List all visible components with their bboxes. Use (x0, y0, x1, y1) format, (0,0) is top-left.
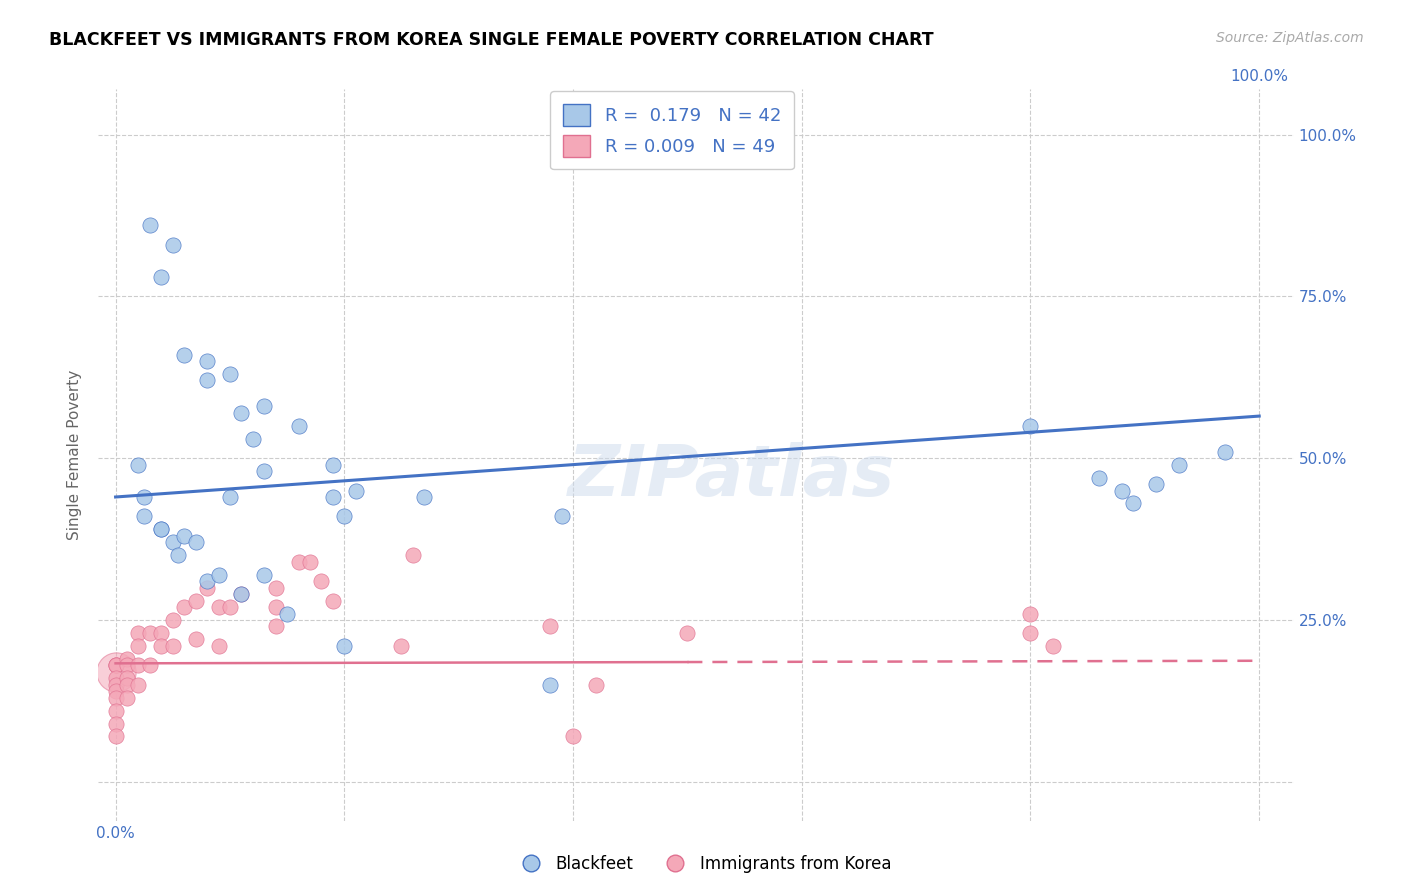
Point (104, 716, 127, 731)
Point (219, 367, 242, 381)
Point (287, 418, 309, 433)
Point (195, 374, 218, 388)
Point (115, 678, 138, 692)
Legend: R =  0.179   N = 42, R = 0.009   N = 49: R = 0.179 N = 42, R = 0.009 N = 49 (551, 91, 793, 169)
Point (253, 567, 276, 582)
Point (139, 218, 162, 232)
Point (162, 639, 184, 653)
Point (1122, 496, 1144, 510)
Y-axis label: Single Female Poverty: Single Female Poverty (67, 370, 83, 540)
Point (184, 593, 207, 607)
Point (207, 600, 229, 615)
Point (104, 730, 127, 744)
Point (127, 639, 149, 653)
Point (139, 626, 162, 640)
Point (134, 490, 156, 504)
Point (150, 522, 173, 536)
Point (253, 464, 276, 478)
Legend: Blackfeet, Immigrants from Korea: Blackfeet, Immigrants from Korea (508, 848, 898, 880)
Point (195, 354, 218, 368)
Point (150, 639, 173, 653)
Point (402, 548, 425, 562)
Point (104, 658, 127, 673)
Point (104, 704, 127, 718)
Text: BLACKFEET VS IMMIGRANTS FROM KOREA SINGLE FEMALE POVERTY CORRELATION CHART: BLACKFEET VS IMMIGRANTS FROM KOREA SINGL… (49, 31, 934, 49)
Point (562, 730, 585, 744)
Point (162, 237, 184, 252)
Point (150, 522, 173, 536)
Point (184, 535, 207, 549)
Point (231, 587, 253, 601)
Point (127, 458, 149, 472)
Point (127, 658, 149, 673)
Point (1019, 418, 1042, 433)
Point (115, 658, 138, 673)
Point (538, 619, 561, 633)
Point (1144, 477, 1167, 491)
Point (322, 593, 344, 607)
Point (104, 690, 127, 705)
Point (253, 400, 276, 414)
Point (104, 658, 127, 673)
Point (391, 639, 413, 653)
Point (676, 626, 699, 640)
Point (1019, 607, 1042, 621)
Point (322, 490, 344, 504)
Point (104, 684, 127, 698)
Point (550, 509, 572, 524)
Point (264, 619, 287, 633)
Point (1042, 639, 1064, 653)
Point (344, 483, 367, 498)
Point (162, 613, 184, 627)
Point (311, 574, 333, 589)
Point (264, 581, 287, 595)
Text: Source: ZipAtlas.com: Source: ZipAtlas.com (1216, 31, 1364, 45)
Point (1111, 483, 1133, 498)
Point (127, 678, 149, 692)
Point (150, 626, 173, 640)
Point (150, 269, 173, 284)
Point (1213, 444, 1236, 458)
Point (242, 432, 264, 446)
Text: ZIPatlas: ZIPatlas (568, 442, 896, 511)
Point (139, 658, 162, 673)
Point (413, 490, 436, 504)
Point (207, 567, 229, 582)
Point (104, 678, 127, 692)
Point (585, 678, 607, 692)
Point (1168, 458, 1191, 472)
Point (219, 490, 242, 504)
Point (195, 581, 218, 595)
Point (298, 555, 321, 569)
Point (219, 600, 242, 615)
Point (231, 406, 253, 420)
Point (167, 548, 190, 562)
Point (173, 348, 195, 362)
Point (195, 574, 218, 589)
Point (104, 658, 127, 673)
Point (162, 535, 184, 549)
Point (264, 600, 287, 615)
Point (115, 652, 138, 666)
Point (115, 671, 138, 685)
Point (333, 639, 356, 653)
Point (538, 678, 561, 692)
Point (134, 509, 156, 524)
Point (276, 607, 298, 621)
Point (333, 509, 356, 524)
Point (173, 600, 195, 615)
Point (184, 632, 207, 647)
Point (104, 665, 127, 679)
Point (231, 587, 253, 601)
Point (1019, 626, 1042, 640)
Point (322, 458, 344, 472)
Point (104, 671, 127, 685)
Point (207, 639, 229, 653)
Point (173, 529, 195, 543)
Point (115, 690, 138, 705)
Point (1088, 470, 1111, 484)
Point (287, 555, 309, 569)
Point (127, 626, 149, 640)
